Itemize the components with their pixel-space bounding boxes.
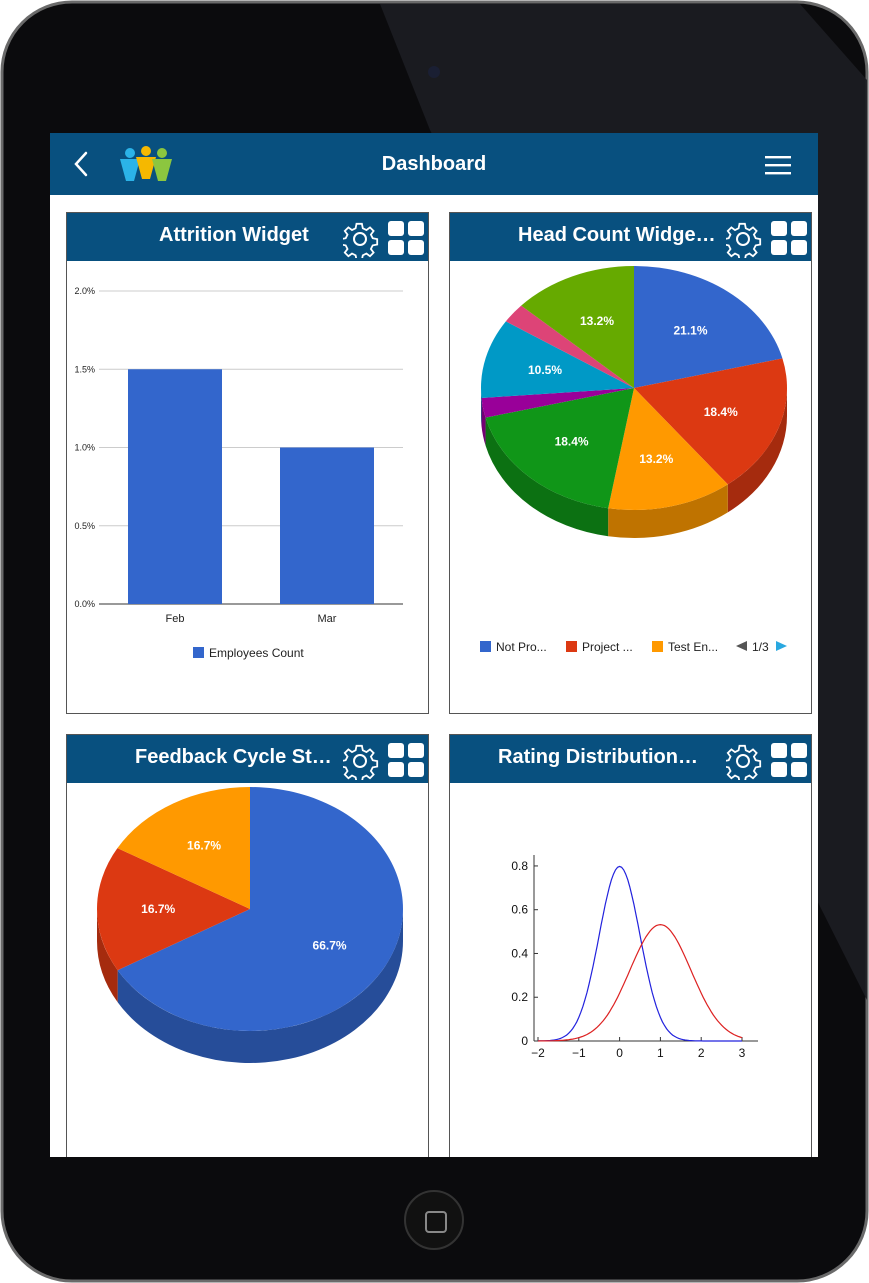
x-tick-label: 2 <box>698 1046 705 1060</box>
x-tick-label: −1 <box>572 1046 586 1060</box>
legend-prev-icon[interactable] <box>736 641 747 651</box>
pie-slice <box>97 848 250 971</box>
pie-side <box>481 388 482 426</box>
pie-label: 13.2% <box>639 452 673 466</box>
home-button[interactable] <box>404 1190 464 1250</box>
pie-label: 16.7% <box>187 839 221 853</box>
gear-icon[interactable] <box>726 222 762 258</box>
x-tick-label: 0 <box>616 1046 623 1060</box>
gear-icon[interactable] <box>343 222 379 258</box>
top-bar: Dashboard <box>50 133 818 195</box>
x-tick-label: 3 <box>739 1046 746 1060</box>
legend-swatch <box>566 641 577 652</box>
pie-label: 16.7% <box>141 902 175 916</box>
widget-title: Rating Distribution… <box>498 746 698 768</box>
pie-slice <box>521 266 634 388</box>
gear-icon[interactable] <box>726 744 762 780</box>
pie-side <box>97 909 118 1003</box>
widget-header: Rating Distribution… <box>450 735 811 783</box>
pie-slice <box>481 321 634 398</box>
pie-slice <box>634 266 783 388</box>
legend-item: Test En... <box>668 640 718 654</box>
screen: Dashboard Attrition Widget 0.0% 0.5% 1.0% 1… <box>50 133 818 1157</box>
y-tick-label: 0.6 <box>511 903 528 917</box>
y-tick-label: 0 <box>521 1034 528 1048</box>
widget-body: 21.1% 18.4% 13.2% 18.4% 10.5% 13.2% Not Pro..… <box>450 261 811 713</box>
widget-header: Head Count Widge… <box>450 213 811 261</box>
grid-icon[interactable] <box>770 742 808 778</box>
y-tick-label: 0.8 <box>511 859 528 873</box>
legend-label: Employees Count <box>209 646 304 660</box>
legend-swatch <box>480 641 491 652</box>
pie-slice <box>117 787 404 1031</box>
pie-label: 18.4% <box>704 405 738 419</box>
pie-slice <box>485 388 634 509</box>
gear-icon[interactable] <box>343 744 379 780</box>
widget-header: Feedback Cycle St… <box>67 735 428 783</box>
pie-slice <box>481 388 634 418</box>
widget-body: 66.7% 16.7% 16.7% <box>67 783 428 1157</box>
attrition-widget: Attrition Widget 0.0% 0.5% 1.0% 1.5% 2.0% Feb… <box>66 212 429 714</box>
widget-header: Attrition Widget <box>67 213 428 261</box>
legend-next-icon[interactable] <box>776 641 787 651</box>
pie-label: 10.5% <box>528 363 562 377</box>
x-tick-label: 1 <box>657 1046 664 1060</box>
bar <box>128 369 222 604</box>
widget-title: Head Count Widge… <box>518 224 716 246</box>
series-line <box>538 865 742 1042</box>
legend-swatch <box>193 647 204 658</box>
legend-item: Project ... <box>582 640 633 654</box>
widget-title: Feedback Cycle St… <box>135 746 332 768</box>
legend-swatch <box>652 641 663 652</box>
grid-icon[interactable] <box>770 220 808 256</box>
feedback-pie-chart: 66.7% 16.7% 16.7% <box>97 787 404 1063</box>
pie-label: 21.1% <box>673 323 707 337</box>
y-tick-label: 0.4 <box>511 946 528 960</box>
y-tick-label: 0.5% <box>74 521 95 531</box>
feedback-widget: Feedback Cycle St… 66.7% 16.7% 16.7% <box>66 734 429 1157</box>
attrition-bar-chart: 0.0% 0.5% 1.0% 1.5% 2.0% Feb Mar Employees Coun… <box>74 286 403 660</box>
x-tick-label: Feb <box>166 613 185 625</box>
series-line <box>537 923 743 1042</box>
home-icon <box>425 1211 447 1233</box>
pie-side <box>727 388 787 513</box>
legend-item: Not Pro... <box>496 640 547 654</box>
pie-legend: Not Pro... Project ... Test En... 1/3 <box>480 640 787 654</box>
pie-slice <box>634 358 787 485</box>
legend-page: 1/3 <box>752 640 769 654</box>
pie-side <box>481 397 486 446</box>
headcount-widget: Head Count Widge… 21.1% 18.4% 13.2% 18.4% 10… <box>449 212 812 714</box>
y-tick-label: 0.0% <box>74 599 95 609</box>
widget-title: Attrition Widget <box>159 224 309 246</box>
pie-side <box>608 484 728 538</box>
rating-line-chart: −2 −1 0 1 2 3 0 0.2 0.4 0.6 0.8 <box>511 855 758 1060</box>
bar <box>280 447 374 604</box>
hamburger-icon[interactable] <box>765 155 791 175</box>
widget-body: 0.0% 0.5% 1.0% 1.5% 2.0% Feb Mar Employees Coun… <box>67 261 428 713</box>
pie-slice <box>117 787 250 909</box>
grid-icon[interactable] <box>387 220 425 256</box>
people-logo-icon <box>120 146 172 181</box>
pie-label: 66.7% <box>313 939 347 953</box>
pie-side <box>117 909 404 1063</box>
x-tick-label: Mar <box>318 613 337 625</box>
widget-body: −2 −1 0 1 2 3 0 0.2 0.4 0.6 0.8 <box>450 783 811 1157</box>
y-tick-label: 1.0% <box>74 443 95 453</box>
chevron-left-icon[interactable] <box>68 149 96 179</box>
y-tick-label: 0.2 <box>511 990 528 1004</box>
pie-label: 18.4% <box>555 435 589 449</box>
headcount-pie-chart: 21.1% 18.4% 13.2% 18.4% 10.5% 13.2% <box>481 266 787 538</box>
rating-widget: Rating Distribution… −2 −1 0 1 2 3 0 0.2 0.4 0.6 0… <box>449 734 812 1157</box>
pie-slice <box>608 388 728 510</box>
pie-side <box>485 417 609 537</box>
pie-slice <box>505 305 634 388</box>
camera-icon <box>428 66 440 78</box>
page-title: Dashboard <box>381 153 487 175</box>
y-tick-label: 2.0% <box>74 286 95 296</box>
x-tick-label: −2 <box>531 1046 545 1060</box>
pie-label: 13.2% <box>580 314 614 328</box>
y-tick-label: 1.5% <box>74 364 95 374</box>
grid-icon[interactable] <box>387 742 425 778</box>
